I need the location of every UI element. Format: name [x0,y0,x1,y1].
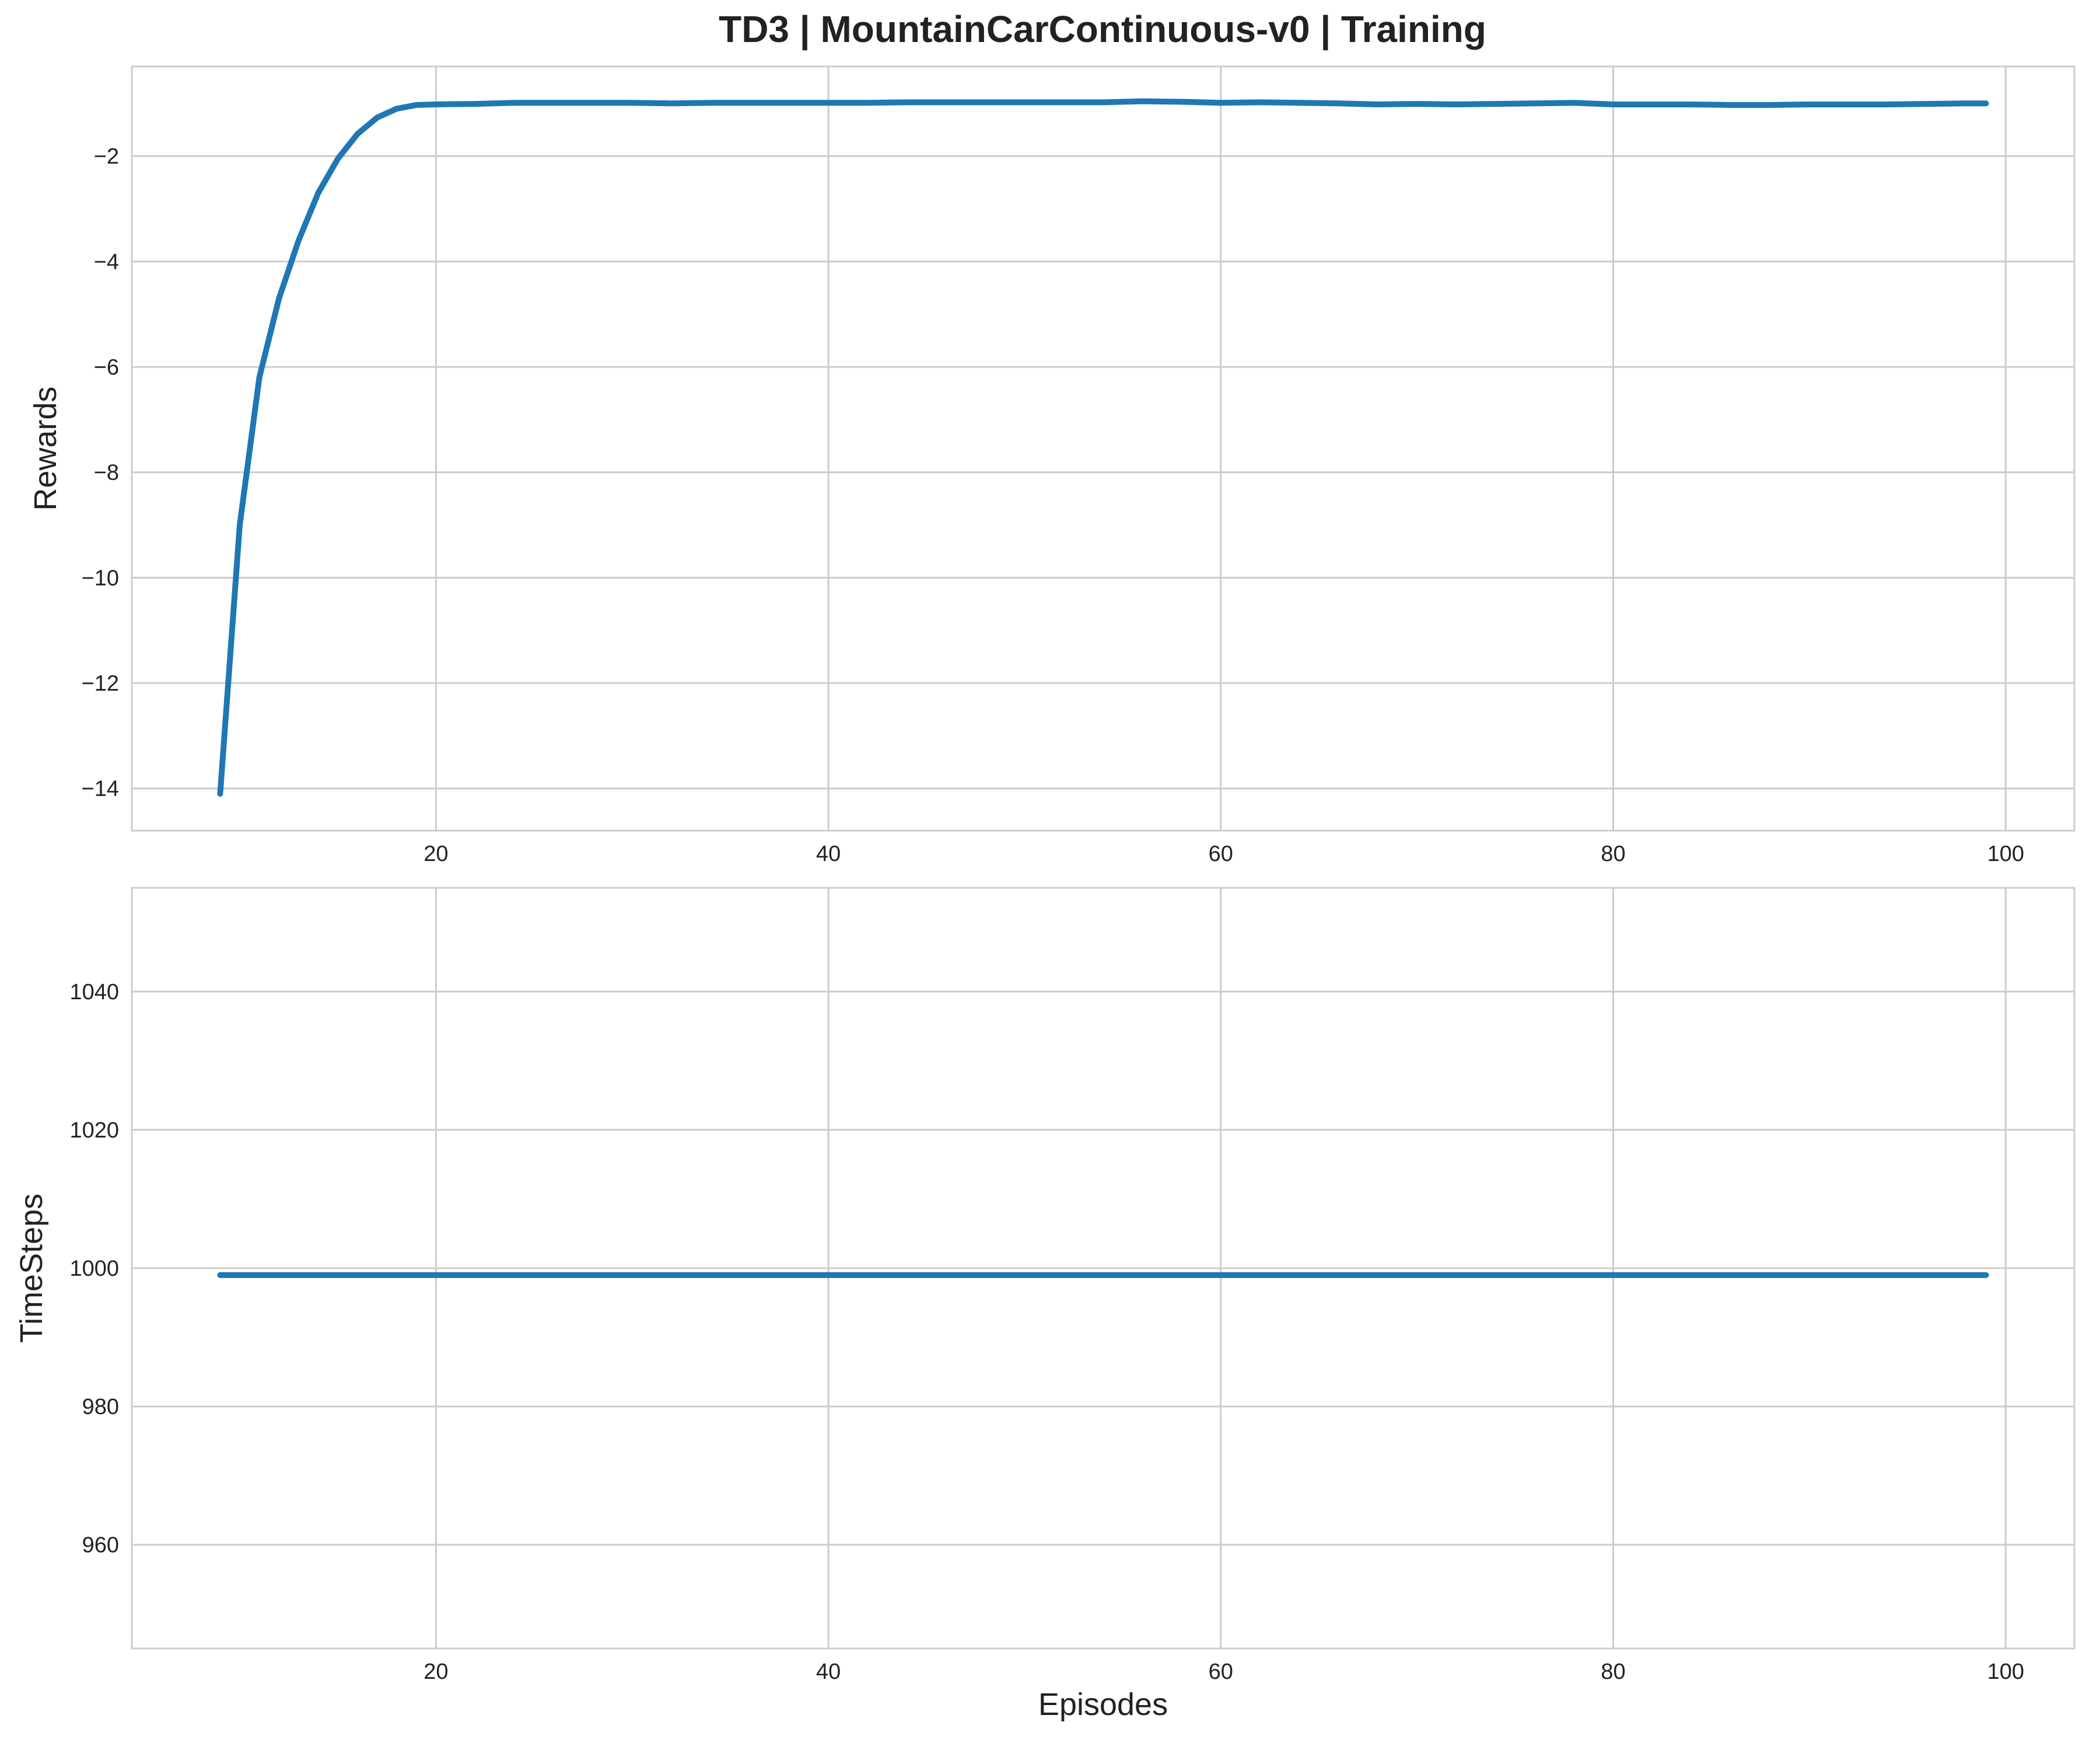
y-tick-label: −12 [82,671,119,696]
x-tick-label: 20 [424,1660,448,1684]
y-tick-label: −8 [94,461,119,485]
rewards-panel: 20 40 60 80 100 −14 −12 −10 −8 −6 −4 −2 Rewards [28,65,2076,866]
x-tick-label: 60 [1209,842,1233,866]
y-tick-label: −10 [82,566,119,590]
timesteps-tick-labels: 20 40 60 80 100 960 980 1000 1020 1040 [69,980,2024,1684]
timesteps-plot-frame [131,887,2076,1650]
y-tick-label: 1040 [69,980,119,1005]
y-tick-label: 980 [82,1395,119,1419]
timesteps-y-axis-label: TimeSteps [14,1194,49,1343]
y-tick-label: −14 [82,777,119,802]
y-tick-label: 1000 [69,1256,119,1281]
y-tick-label: −6 [94,355,119,380]
y-tick-label: 960 [82,1533,119,1558]
rewards-series-line [217,98,1989,797]
x-tick-label: 40 [816,1660,841,1684]
rewards-y-axis-label: Rewards [28,386,63,510]
episodes-x-axis-label: Episodes [1038,1687,1168,1722]
x-tick-label: 60 [1209,1660,1233,1684]
rewards-gridlines [132,66,2074,831]
rewards-plot-frame [131,65,2076,832]
rewards-tick-labels: 20 40 60 80 100 −14 −12 −10 −8 −6 −4 −2 [82,145,2024,866]
x-tick-label: 100 [1987,842,2024,866]
chart-title: TD3 | MountainCarContinuous-v0 | Trainin… [719,8,1486,51]
x-tick-label: 80 [1601,842,1625,866]
y-tick-label: −4 [94,250,119,274]
y-tick-label: −2 [94,145,119,169]
x-tick-label: 20 [424,842,448,866]
y-tick-label: 1020 [69,1118,119,1143]
x-tick-label: 80 [1601,1660,1625,1684]
x-tick-label: 40 [816,842,841,866]
x-tick-label: 100 [1987,1660,2024,1684]
timesteps-gridlines [132,888,2074,1648]
